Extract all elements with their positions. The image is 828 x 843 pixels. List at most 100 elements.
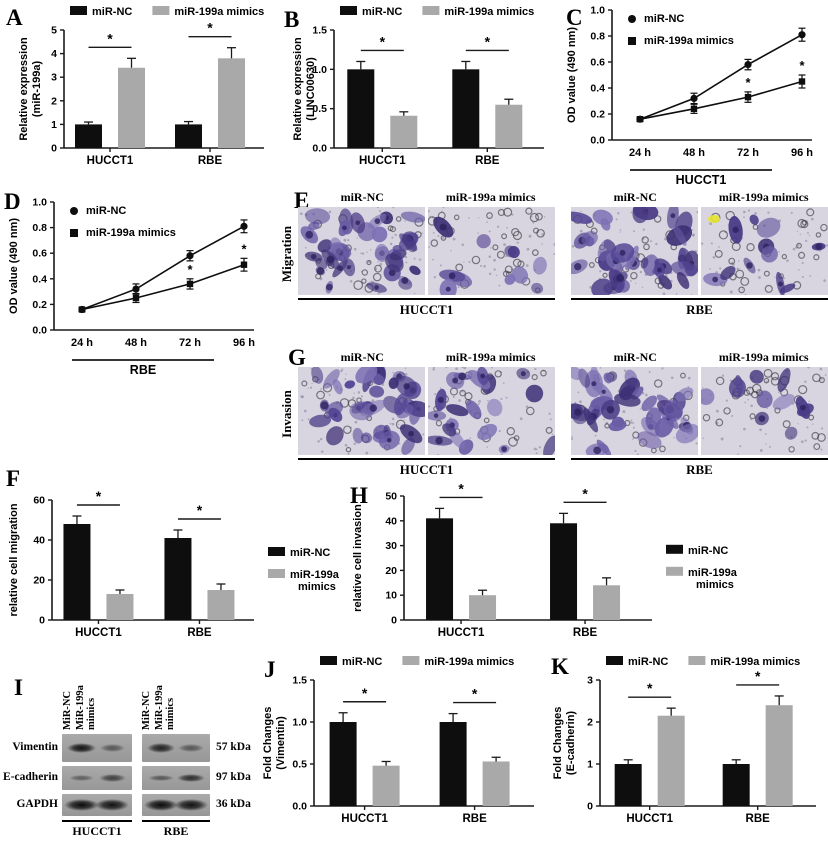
category-label: RBE [746,813,771,825]
cell-line-underline [62,820,132,822]
data-point [744,61,752,69]
micrograph-pair [298,207,555,295]
legend-swatch [606,656,623,665]
series-line [639,80,803,120]
bar [347,69,375,148]
series-line [81,225,245,311]
cell-line-label: HUCCT1 [72,824,122,838]
y-axis-title: relative cell migration [8,503,20,616]
condition-label: miR-NC [340,190,384,204]
y-tick-label: 0.2 [32,299,47,311]
y-axis-title: (Vimentin) [275,716,287,770]
panel-d-label: D [4,189,21,214]
protein-band [178,743,204,753]
y-tick-label: 0.2 [590,109,605,121]
protein-name: Vimentin [12,741,58,753]
legend-label: miR-NC [86,205,126,217]
y-tick-label: 0 [587,801,593,813]
y-tick-label: 0.8 [32,222,47,234]
y-tick-label: 1.0 [590,5,605,17]
x-tick-label: 48 h [125,337,147,349]
x-tick-label: 72 h [179,337,201,349]
significance-asterisk: * [380,33,386,49]
panel-f-chart: 0 20 40 60 relative cell migration HUCCT1 RBE *… [8,488,340,639]
data-point [186,280,194,288]
y-tick-label: 0 [39,615,45,627]
protein-band [143,799,179,811]
y-axis-title: Relative expression [18,37,30,141]
y-tick-label: 0.5 [312,103,327,115]
y-axis-title: Fold Changes [262,707,274,780]
lane-label: MiR-199a mimics [75,685,97,730]
panel-h-label: H [350,483,368,508]
data-point [132,294,140,302]
bar [372,765,400,806]
x-tick-label: 48 h [683,147,705,159]
cell-line-label: RBE [163,824,189,838]
protein-name: GAPDH [16,798,58,810]
x-tick-label: 72 h [737,147,759,159]
legend-marker [70,229,78,237]
data-point [132,285,140,293]
y-axis-title: (E-cadherin) [565,711,577,776]
legend-swatch [666,544,683,554]
y-tick-label: 0.0 [590,135,605,147]
panel-f-label: F [6,466,21,491]
legend-label: miR-199a mimics [86,227,176,239]
cell-line-label: HUCCT1 [676,173,727,187]
y-tick-label: 0.4 [590,83,605,95]
y-tick-label: 3 [587,675,593,687]
bar [614,764,642,806]
y-tick-label: 20 [385,565,397,577]
bar [722,764,750,806]
series-line [639,34,803,120]
panel-g-micrographs: Invasion miR-NC miR-199a mimics HUCCT1 miR-N… [276,350,828,478]
cell-line-label: RBE [130,363,156,377]
significance-asterisk: * [187,262,193,277]
legend-label: miR-NC [290,547,330,559]
legend-label: mimics [696,579,734,591]
y-tick-label: 0.6 [32,248,47,260]
micrograph-image [298,207,425,295]
protein-band [146,743,176,753]
y-axis-title: relative cell invasion [352,504,364,612]
y-axis-title: (LINC00630) [305,57,317,121]
panel-i-western-blot: MiR-NC MiR-199a mimics MiR-NC MiR-199a mimics… [2,648,256,843]
micrograph-pair [298,367,555,455]
protein-band [95,799,130,811]
condition-label: miR-199a mimics [445,350,536,364]
significance-asterisk: * [647,680,653,696]
micrograph-image [298,367,425,455]
panel-e-micrographs: Migration miR-NC miR-199a mimics HUCCT1 miR-… [276,190,828,318]
significance-asterisk: * [96,488,102,504]
blot-strip [62,734,132,762]
y-axis-title: OD value (490 nm) [8,218,20,314]
micrograph-image [428,207,555,295]
assay-row-label-box: Invasion [276,350,298,478]
condition-headers: miR-NC miR-199a mimics [571,190,828,207]
category-label: HUCCT1 [341,813,388,825]
data-point [186,252,194,260]
legend-label: miR-199a mimics [444,6,534,18]
y-tick-label: 0.6 [590,57,605,69]
significance-asterisk: * [362,685,368,701]
y-tick-label: 40 [33,535,45,547]
significance-asterisk: * [485,33,491,49]
cell-line-label: RBE [686,462,713,477]
y-tick-label: 1.5 [312,25,327,37]
micrograph-pair [571,207,828,295]
legend-swatch [320,656,337,665]
significance-asterisk: * [107,30,113,46]
bar [75,124,102,148]
y-tick-label: 1.0 [292,717,307,729]
data-point [78,306,86,313]
bar [207,590,235,620]
data-point [240,222,248,230]
y-tick-label: 1.5 [292,675,307,687]
blot-strip [62,794,132,816]
panel-g-label: G [288,345,306,370]
y-tick-label: 60 [33,495,45,507]
micrograph-image [571,207,698,295]
cell-line-underline [142,820,210,822]
